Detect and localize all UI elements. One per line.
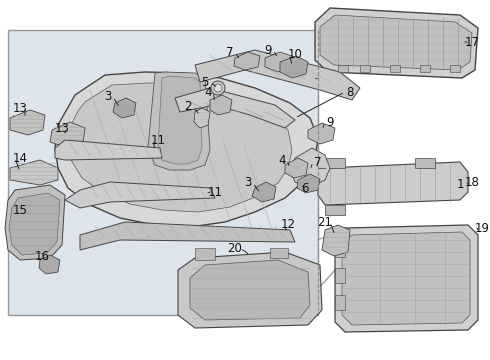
Text: 1: 1	[456, 179, 464, 192]
Polygon shape	[55, 140, 162, 160]
Polygon shape	[80, 222, 295, 250]
Text: 13: 13	[54, 122, 70, 135]
Text: 13: 13	[13, 102, 27, 114]
Polygon shape	[342, 232, 470, 325]
Text: 21: 21	[318, 216, 333, 229]
Polygon shape	[39, 255, 60, 274]
Polygon shape	[290, 148, 330, 188]
Text: 5: 5	[201, 76, 209, 89]
Polygon shape	[178, 252, 322, 328]
Polygon shape	[325, 205, 345, 215]
Text: 17: 17	[465, 36, 480, 49]
Polygon shape	[338, 65, 348, 72]
Text: 11: 11	[207, 185, 222, 198]
Text: 18: 18	[465, 176, 479, 189]
Polygon shape	[308, 123, 335, 144]
Polygon shape	[234, 52, 260, 70]
Text: 12: 12	[280, 219, 295, 231]
Polygon shape	[420, 65, 430, 72]
Polygon shape	[335, 225, 478, 332]
Polygon shape	[190, 260, 310, 320]
Polygon shape	[175, 88, 295, 128]
Polygon shape	[280, 56, 308, 78]
Text: 9: 9	[264, 44, 272, 57]
Text: 10: 10	[288, 49, 302, 62]
Polygon shape	[320, 15, 472, 70]
Polygon shape	[297, 174, 320, 193]
Text: 15: 15	[13, 203, 27, 216]
Polygon shape	[450, 65, 460, 72]
Polygon shape	[65, 182, 215, 208]
Polygon shape	[265, 52, 295, 72]
FancyBboxPatch shape	[8, 30, 318, 315]
Polygon shape	[318, 162, 468, 205]
Text: 6: 6	[301, 181, 309, 194]
Polygon shape	[335, 242, 345, 257]
Polygon shape	[335, 295, 345, 310]
Polygon shape	[210, 95, 232, 115]
Polygon shape	[322, 225, 350, 256]
Text: 16: 16	[34, 249, 49, 262]
Polygon shape	[5, 185, 65, 260]
Polygon shape	[285, 158, 308, 178]
Text: 19: 19	[474, 221, 490, 234]
Text: 8: 8	[346, 85, 354, 99]
Text: 3: 3	[245, 176, 252, 189]
Text: 20: 20	[227, 242, 243, 255]
Polygon shape	[390, 65, 400, 72]
Text: 7: 7	[314, 156, 322, 168]
Polygon shape	[194, 108, 210, 128]
Polygon shape	[113, 98, 136, 118]
Polygon shape	[55, 72, 318, 227]
Polygon shape	[325, 158, 345, 168]
Polygon shape	[270, 248, 288, 258]
Text: 9: 9	[326, 116, 334, 129]
Polygon shape	[195, 50, 360, 100]
Text: 7: 7	[226, 45, 234, 58]
Polygon shape	[360, 65, 370, 72]
Polygon shape	[148, 72, 210, 170]
Text: 4: 4	[278, 153, 286, 166]
Circle shape	[211, 81, 225, 95]
Polygon shape	[10, 110, 45, 135]
Text: 4: 4	[204, 85, 212, 99]
Polygon shape	[195, 248, 215, 260]
Polygon shape	[50, 122, 85, 148]
Polygon shape	[158, 76, 202, 164]
Polygon shape	[68, 83, 292, 212]
Polygon shape	[252, 182, 276, 202]
Polygon shape	[9, 193, 60, 255]
Text: 14: 14	[13, 152, 27, 165]
Text: 3: 3	[104, 90, 112, 104]
Text: 11: 11	[150, 134, 166, 147]
Polygon shape	[335, 268, 345, 283]
Polygon shape	[415, 158, 435, 168]
Polygon shape	[10, 160, 58, 185]
Circle shape	[214, 84, 222, 92]
Text: 2: 2	[184, 100, 192, 113]
Polygon shape	[315, 8, 478, 78]
